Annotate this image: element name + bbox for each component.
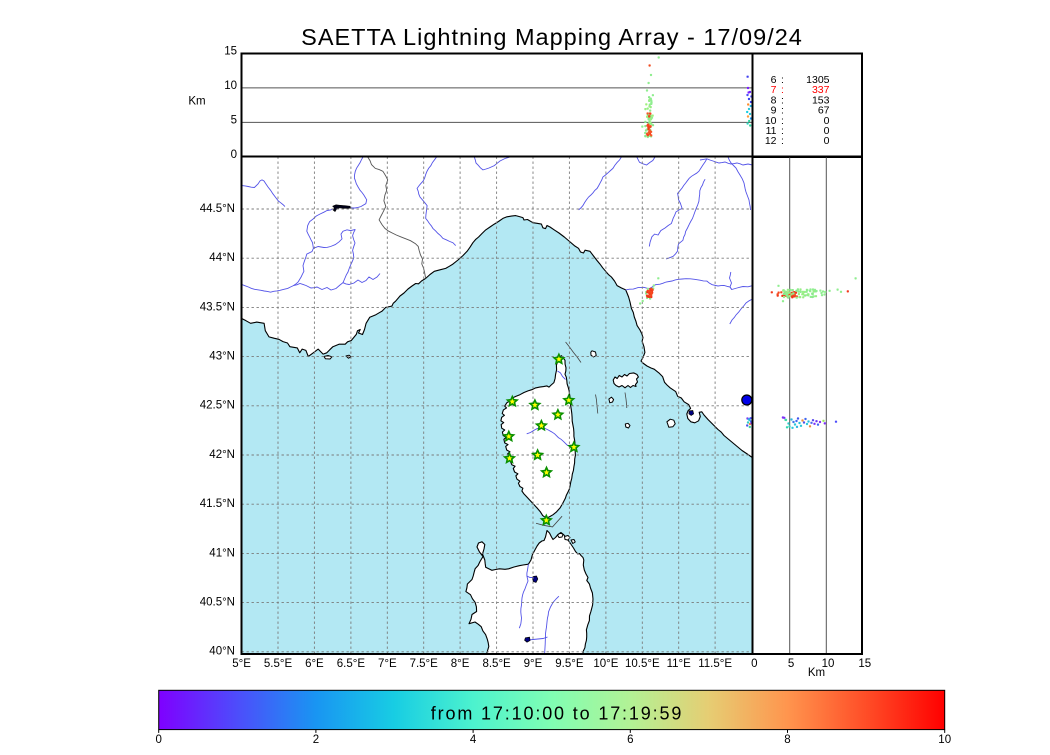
svg-text:44.5°N: 44.5°N (200, 203, 235, 215)
svg-text:9: 9 (771, 105, 777, 117)
svg-text:10: 10 (224, 80, 237, 92)
svg-text:15: 15 (858, 658, 871, 670)
svg-text:4: 4 (470, 734, 477, 746)
svg-text:40°N: 40°N (209, 646, 235, 658)
svg-text::: : (781, 94, 784, 106)
svg-text:Km: Km (188, 96, 205, 108)
svg-text::: : (781, 84, 784, 96)
svg-text:10°E: 10°E (593, 658, 618, 670)
svg-text:2: 2 (313, 734, 319, 746)
svg-text:43°N: 43°N (209, 351, 235, 363)
svg-text:8°E: 8°E (451, 658, 470, 670)
svg-text::: : (781, 74, 784, 86)
svg-text:12: 12 (765, 135, 777, 147)
svg-text::: : (781, 115, 784, 127)
svg-text:1305: 1305 (806, 74, 830, 86)
svg-text:6: 6 (627, 734, 633, 746)
svg-text:8: 8 (771, 94, 777, 106)
svg-text::: : (781, 135, 784, 147)
svg-text::: : (781, 125, 784, 137)
svg-text:0: 0 (824, 135, 830, 147)
svg-text:0: 0 (824, 125, 830, 137)
svg-text:10: 10 (765, 115, 777, 127)
svg-text:6.5°E: 6.5°E (337, 658, 366, 670)
svg-text:337: 337 (812, 84, 830, 96)
svg-text:0: 0 (231, 149, 237, 161)
svg-text:from 17:10:00 to 17:19:59: from 17:10:00 to 17:19:59 (431, 704, 683, 724)
svg-text:40.5°N: 40.5°N (200, 597, 235, 609)
svg-text:153: 153 (812, 94, 830, 106)
svg-text::: : (781, 105, 784, 117)
svg-text:15: 15 (224, 46, 237, 58)
svg-text:5: 5 (231, 114, 237, 126)
svg-text:10.5°E: 10.5°E (625, 658, 660, 670)
svg-text:42°N: 42°N (209, 449, 235, 461)
svg-text:7: 7 (771, 84, 777, 96)
svg-text:5.5°E: 5.5°E (264, 658, 293, 670)
svg-text:10: 10 (822, 658, 835, 670)
svg-text:41.5°N: 41.5°N (200, 498, 235, 510)
svg-text:11°E: 11°E (667, 658, 692, 670)
svg-text:5: 5 (788, 658, 794, 670)
svg-text:44°N: 44°N (209, 252, 235, 264)
svg-text:8.5°E: 8.5°E (482, 658, 511, 670)
svg-text:43.5°N: 43.5°N (200, 301, 235, 313)
svg-text:0: 0 (824, 115, 830, 127)
svg-text:9.5°E: 9.5°E (555, 658, 584, 670)
svg-text:0: 0 (751, 658, 757, 670)
svg-text:42.5°N: 42.5°N (200, 400, 235, 412)
svg-text:41°N: 41°N (209, 547, 235, 559)
svg-text:0: 0 (155, 734, 161, 746)
svg-text:11: 11 (766, 125, 777, 137)
svg-text:11.5°E: 11.5°E (698, 658, 732, 670)
svg-text:7.5°E: 7.5°E (410, 658, 439, 670)
svg-text:6: 6 (771, 74, 777, 86)
svg-text:7°E: 7°E (378, 658, 397, 670)
svg-text:10: 10 (938, 734, 951, 746)
svg-text:9°E: 9°E (524, 658, 543, 670)
svg-text:Km: Km (808, 667, 825, 679)
svg-text:6°E: 6°E (305, 658, 324, 670)
svg-text:SAETTA Lightning Mapping Array: SAETTA Lightning Mapping Array - 17/09/2… (301, 24, 803, 50)
svg-text:5°E: 5°E (232, 658, 251, 670)
svg-text:67: 67 (818, 105, 830, 117)
svg-text:8: 8 (784, 734, 790, 746)
